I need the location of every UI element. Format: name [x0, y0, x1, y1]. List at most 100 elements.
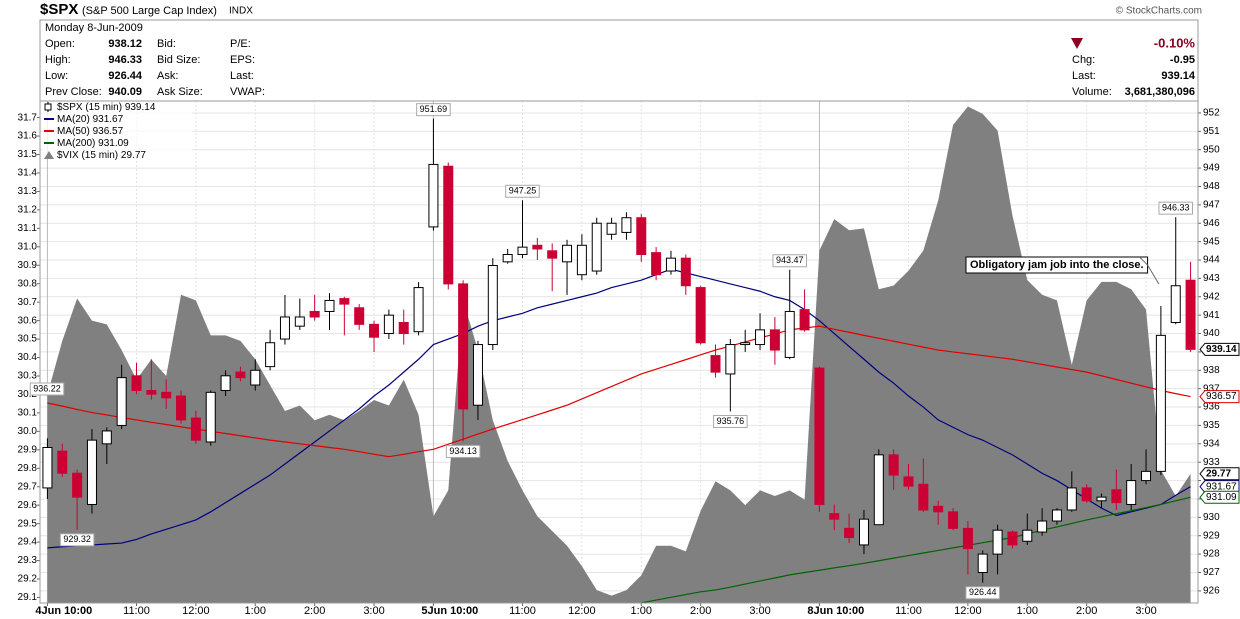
candle-body: [873, 454, 884, 526]
y-tick-label: 30.6: [18, 315, 38, 326]
candle-body: [279, 316, 290, 340]
value-tag-label: 936.57: [1206, 391, 1237, 402]
x-tick-label: 3:00: [749, 605, 770, 617]
candle-body: [784, 310, 795, 358]
price-callout: 935.76: [713, 414, 748, 428]
candle-body: [858, 518, 869, 546]
candle-body: [502, 253, 513, 263]
y2-tick-label: 950: [1203, 144, 1220, 155]
candle-body: [1126, 480, 1137, 505]
callout-box: [772, 254, 807, 268]
y2-tick-label: 929: [1203, 530, 1220, 541]
y-tick-label: 30.4: [18, 352, 38, 363]
y2-tick-label: 940: [1203, 328, 1220, 339]
y2-tick-label: 941: [1203, 310, 1220, 321]
price-label: 946.33: [1162, 203, 1190, 213]
quote-label: Bid Size:: [157, 54, 200, 66]
candle-body: [591, 222, 602, 272]
candle-body: [1185, 279, 1196, 350]
quote-label: High:: [45, 54, 71, 66]
candle-body: [72, 472, 83, 498]
x-tick-label: 11:00: [509, 605, 536, 617]
legend-value: 931.67: [93, 114, 124, 125]
candle-body: [562, 244, 573, 263]
legend-name: MA(200): [57, 138, 95, 149]
candle-body: [576, 244, 587, 276]
quote-value: -0.95: [1170, 54, 1195, 66]
candle-body: [86, 439, 97, 505]
y2-tick-label: 926: [1203, 586, 1220, 597]
price-label: 936.22: [33, 383, 61, 393]
y2-tick-label: 951: [1203, 126, 1220, 137]
candle-body: [413, 287, 424, 333]
legend-entry: $SPX (15 min) 939.14: [57, 102, 156, 113]
quote-label: VWAP:: [230, 86, 265, 98]
candle-body: [116, 377, 127, 426]
candle-body: [992, 529, 1003, 555]
quote-label: Ask Size:: [157, 86, 203, 98]
y-tick-label: 29.8: [18, 463, 38, 474]
y2-tick-label: 936: [1203, 402, 1220, 413]
candle-body: [1141, 470, 1152, 482]
annotation-text: Obligatory jam job into the close.: [970, 259, 1144, 271]
quote-date: Monday 8-Jun-2009: [45, 22, 143, 34]
x-tick-label: 11:00: [895, 605, 922, 617]
price-callout: 929.32: [59, 533, 95, 547]
callout-box: [505, 184, 540, 198]
y-tick-label: 30.0: [18, 426, 38, 437]
candle-body: [354, 307, 365, 325]
candle-body: [161, 391, 172, 399]
legend-entry: MA(200) 931.09: [57, 138, 129, 149]
candle-body: [235, 371, 246, 379]
y-tick-label: 30.5: [18, 334, 38, 345]
candle-body: [606, 222, 617, 235]
y-tick-label: 29.3: [18, 555, 38, 566]
candle-body: [383, 314, 394, 335]
y2-tick-label: 938: [1203, 365, 1220, 376]
quote-label: Last:: [230, 70, 254, 82]
price-callout: 951.69: [416, 103, 451, 117]
callout-box: [59, 533, 95, 547]
quote-label: Bid:: [157, 38, 176, 50]
legend-value: 936.57: [93, 126, 124, 137]
y2-tick-label: 935: [1203, 420, 1220, 431]
callout-box: [1158, 201, 1193, 215]
callout-box: [965, 586, 1000, 600]
y2-tick-label: 942: [1203, 291, 1220, 302]
x-tick-label: 3:00: [363, 605, 384, 617]
candle-body: [517, 246, 528, 255]
candle-body: [294, 316, 305, 327]
callout-box: [713, 414, 748, 428]
x-tick-label: 4Jun 10:00: [35, 605, 92, 617]
candle-body: [769, 329, 780, 351]
candle-body: [443, 165, 454, 285]
candle-body: [1081, 487, 1092, 502]
callout-box: [29, 382, 65, 396]
x-tick-label: 2:00: [304, 605, 325, 617]
y-tick-label: 30.8: [18, 278, 38, 289]
candle-body: [1022, 529, 1033, 542]
value-tag: [1199, 467, 1240, 481]
candle-body: [532, 244, 543, 250]
x-tick-label: 12:00: [954, 605, 982, 617]
candle-body: [220, 375, 231, 392]
legend-entry: MA(50) 936.57: [57, 126, 124, 137]
candle-body: [829, 513, 840, 520]
value-tag: [1199, 490, 1240, 504]
y-tick-label: 30.7: [18, 297, 38, 308]
candle-body: [948, 511, 959, 529]
price-label: 934.13: [449, 446, 477, 456]
ma-line: [641, 496, 1191, 604]
candle-body: [1170, 285, 1181, 323]
value-tag: [1199, 390, 1240, 404]
y2-tick-label: 927: [1203, 567, 1220, 578]
quote-value: 926.44: [108, 70, 143, 82]
candle-body: [42, 446, 53, 489]
candle-body: [205, 391, 216, 443]
y-tick-label: 31.3: [18, 186, 38, 197]
price-label: 943.47: [776, 255, 804, 265]
symbol-name: (S&P 500 Large Cap Index): [82, 5, 217, 17]
candle-body: [398, 321, 409, 335]
candle-body: [1111, 489, 1122, 504]
y2-tick-label: 945: [1203, 236, 1220, 247]
